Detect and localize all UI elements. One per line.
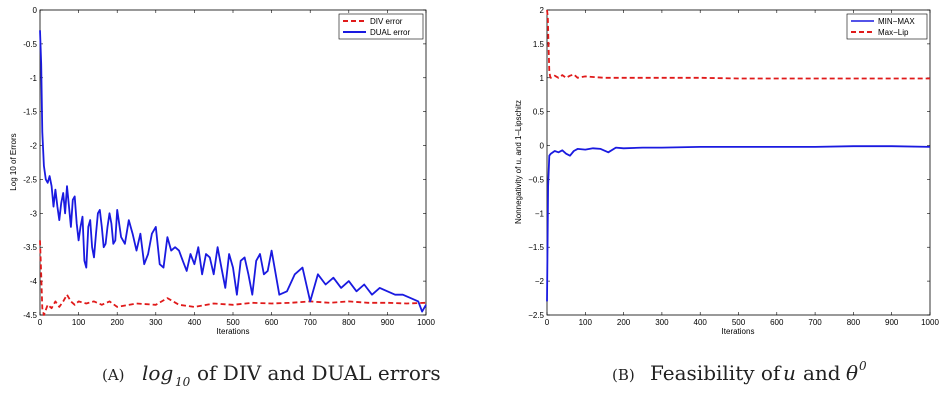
legend-max-lip-label: Max−Lip [878,28,909,37]
chart-b-ylabel: Nonnegativity of u, and 1–Lipschitz [514,100,523,224]
legend-dual-error-label: DUAL error [370,28,410,37]
x-tick-label: 0 [38,318,43,327]
y-tick-label: −2 [535,277,545,286]
x-tick-label: 100 [72,318,86,327]
chart-b-legend: MIN−MAX Max−Lip [846,13,928,40]
x-tick-label: 400 [188,318,202,327]
y-tick-label: -2.5 [23,175,37,184]
y-tick-label: −2.5 [528,311,544,320]
chart-a-ylabel: Log 10 of Errors [9,133,18,190]
chart-b: 0 100 200 300 400 500 600 700 800 900 1000 2 1.5 1 0.… [514,6,939,336]
y-tick-label: -2 [30,142,38,151]
caption-b-math-theta: θ [846,361,858,385]
caption-b-letter: (B) [612,366,635,384]
chart-a-x-ticks: 0 100 200 300 400 500 600 700 800 900 1000 [38,10,435,327]
y-tick-label: 2 [540,6,545,15]
x-tick-label: 600 [770,318,784,327]
x-tick-label: 200 [111,318,125,327]
chart-a-y-ticks: 0 -0.5 -1 -1.5 -2 -2.5 -3 -3.5 -4 -4.5 [23,6,426,320]
x-tick-label: 800 [342,318,356,327]
caption-a-math: log [142,361,173,385]
x-tick-label: 300 [149,318,163,327]
y-tick-label: 0.5 [533,108,545,117]
series-line-min-max [546,145,931,302]
legend-div-error-label: DIV error [370,17,403,26]
chart-b-series [546,9,931,302]
caption-a: (A) log 10 of DIV and DUAL errors [102,361,441,389]
chart-a: 0 100 200 300 400 500 600 700 800 900 1000 0 -0.5 -1… [9,6,435,336]
series-line-dual-error [39,30,427,313]
chart-b-y-ticks: 2 1.5 1 0.5 0 −0.5 −1 −1.5 −2 −2.5 [528,6,930,320]
y-tick-label: -1.5 [23,108,37,117]
x-tick-label: 500 [226,318,240,327]
series-line-div-error [39,240,427,316]
caption-b: (B) Feasibility of u and θ 0 [612,359,867,385]
x-tick-label: 500 [732,318,746,327]
chart-a-series [39,30,427,316]
chart-b-plot-area [546,9,931,316]
y-tick-label: -1 [30,74,38,83]
y-tick-label: −1 [535,209,545,218]
chart-b-xlabel: Iterations [722,327,755,336]
series-line-max-lip [546,9,930,80]
caption-b-math-u: u [783,361,796,385]
y-tick-label: −0.5 [528,175,544,184]
y-tick-label: −1.5 [528,243,544,252]
x-tick-label: 100 [579,318,593,327]
caption-b-text: Feasibility of [650,361,782,385]
x-tick-label: 0 [545,318,550,327]
y-tick-label: -4.5 [23,311,37,320]
y-tick-label: 0 [33,6,38,15]
caption-a-text: of DIV and DUAL errors [197,361,441,385]
y-tick-label: 0 [540,142,545,151]
chart-b-legend-box [846,13,928,40]
chart-b-x-ticks: 0 100 200 300 400 500 600 700 800 900 1000 [545,10,939,327]
legend-min-max-label: MIN−MAX [878,17,915,26]
chart-a-legend: DIV error DUAL error [338,13,424,40]
x-tick-label: 400 [694,318,708,327]
y-tick-label: -3.5 [23,243,37,252]
y-tick-label: 1.5 [533,40,545,49]
caption-b-sup: 0 [859,359,867,373]
x-tick-label: 900 [885,318,899,327]
x-tick-label: 1000 [417,318,435,327]
chart-a-xlabel: Iterations [217,327,250,336]
caption-a-letter: (A) [102,366,125,384]
y-tick-label: -3 [30,209,38,218]
y-tick-label: -4 [30,277,38,286]
x-tick-label: 600 [265,318,279,327]
x-tick-label: 300 [655,318,669,327]
x-tick-label: 700 [808,318,822,327]
y-tick-label: -0.5 [23,40,37,49]
x-tick-label: 900 [381,318,395,327]
y-tick-label: 1 [540,74,545,83]
x-tick-label: 200 [617,318,631,327]
chart-a-legend-box [338,13,424,40]
chart-a-plot-area [39,9,427,316]
caption-a-sub: 10 [175,375,191,389]
x-tick-label: 800 [847,318,861,327]
caption-b-and: and [803,361,841,385]
x-tick-label: 700 [304,318,318,327]
x-tick-label: 1000 [921,318,939,327]
